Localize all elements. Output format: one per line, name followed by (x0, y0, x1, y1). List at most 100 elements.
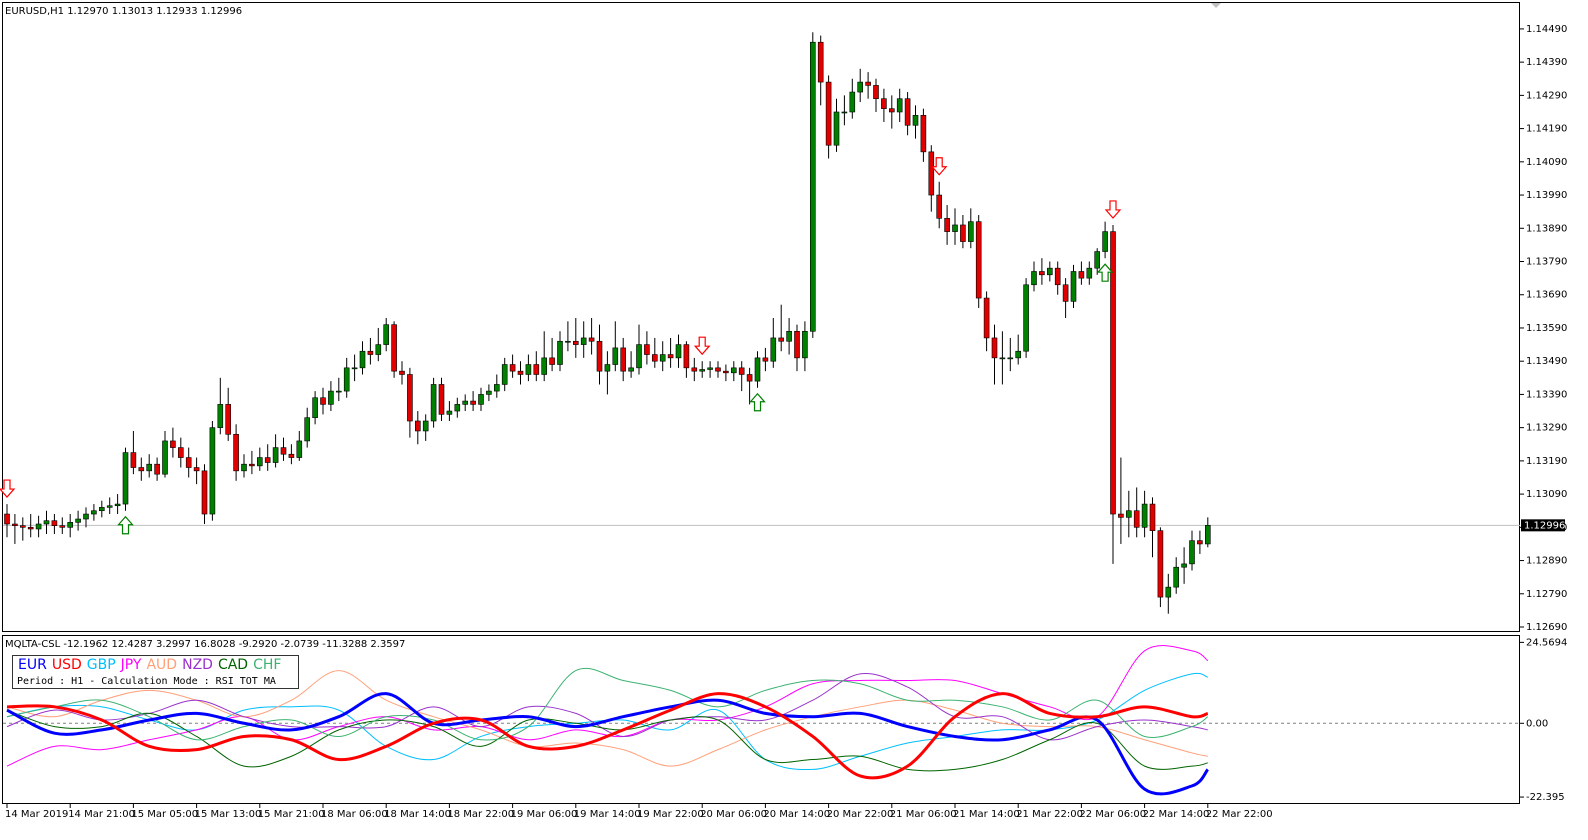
candle-body (1118, 513, 1124, 518)
candle-body (746, 374, 753, 382)
candle-body (1165, 586, 1172, 598)
candle-body (1133, 510, 1140, 528)
y-tick-label: 1.14190 (1526, 124, 1567, 135)
strength-line (6, 692, 1210, 796)
x-tick-label: 19 Mar 22:00 (637, 809, 704, 820)
candle-body (794, 330, 800, 359)
x-tick-label: 21 Mar 14:00 (953, 809, 1020, 820)
candle-body (999, 357, 1006, 360)
chart-header: EURUSD,H1 1.12970 1.13013 1.12933 1.1299… (5, 6, 242, 17)
candle-body (628, 367, 634, 372)
candle-body (1062, 284, 1069, 302)
signal-arrow (930, 157, 948, 176)
candle-body (367, 350, 374, 355)
candle-body (438, 384, 445, 415)
y-tick-label: 1.13690 (1526, 290, 1567, 301)
candle-body (407, 374, 413, 422)
candle-body (707, 367, 713, 370)
candle-body (83, 513, 89, 520)
candle-body (138, 467, 145, 472)
y-tick-label: 1.12690 (1526, 622, 1567, 633)
candle-body (430, 384, 437, 422)
indicator-legend-box (12, 655, 299, 689)
candle-body (1205, 525, 1211, 545)
candle-body (904, 98, 911, 126)
candle-body (12, 523, 18, 526)
candle-body (19, 525, 26, 528)
candle-body (454, 404, 461, 412)
strength-line (6, 670, 1208, 767)
x-tick-label: 15 Mar 05:00 (131, 809, 198, 820)
x-tick-label: 20 Mar 06:00 (700, 809, 767, 820)
candle-body (541, 357, 548, 375)
candle-body (659, 354, 666, 362)
legend-entry: GBP (87, 657, 116, 673)
y-tick-label: 24.5694 (1526, 637, 1567, 648)
candle-body (754, 357, 761, 382)
candle-body (1015, 350, 1022, 359)
candle-body (486, 390, 492, 395)
x-tick-label: 20 Mar 14:00 (763, 809, 830, 820)
x-tick-label: 21 Mar 22:00 (1016, 809, 1083, 820)
candle-body (723, 370, 729, 374)
price-label-box (1521, 519, 1565, 532)
x-tick-label: 15 Mar 13:00 (195, 809, 262, 820)
candle-body (1149, 503, 1156, 531)
candle-body (952, 224, 958, 232)
x-tick-label: 22 Mar 06:00 (1079, 809, 1146, 820)
candle-body (422, 420, 429, 432)
candle-body (825, 81, 832, 146)
x-tick-label: 18 Mar 06:00 (321, 809, 388, 820)
x-tick-label: 22 Mar 22:00 (1206, 809, 1273, 820)
candle-body (1007, 357, 1014, 360)
candle-body (833, 111, 840, 146)
candle-body (1157, 530, 1164, 598)
candle-body (1039, 271, 1045, 276)
candle-body (414, 420, 421, 432)
candle-body (1086, 267, 1093, 279)
candle-body (944, 218, 950, 232)
candle-body (328, 390, 334, 405)
candle-body (572, 340, 579, 345)
candle-body (975, 221, 982, 299)
candle-body (304, 417, 311, 442)
candle-body (604, 364, 611, 372)
x-tick-label: 21 Mar 06:00 (890, 809, 957, 820)
candle-body (517, 370, 524, 375)
candle-body (446, 410, 453, 415)
candle-body (288, 453, 295, 458)
candle-body (178, 447, 184, 458)
candle-body (636, 344, 642, 369)
candle-body (114, 503, 121, 507)
candle-body (106, 505, 113, 508)
candle-body (580, 337, 587, 345)
signal-arrow (0, 479, 16, 498)
candle-body (391, 324, 397, 372)
candle-body (351, 367, 358, 370)
indicator-pane (2, 635, 1520, 804)
candle-body (91, 510, 97, 515)
x-tick-label: 14 Mar 2019 (5, 809, 68, 820)
candle-body (912, 115, 919, 126)
x-tick-label: 18 Mar 22:00 (447, 809, 514, 820)
candle-body (217, 404, 224, 428)
candle-body (596, 340, 603, 372)
candle-body (241, 463, 247, 472)
candle-body (280, 447, 287, 455)
candle-body (122, 452, 129, 505)
candle-body (264, 457, 271, 463)
candle-body (272, 447, 279, 463)
y-tick-label: 1.13390 (1526, 389, 1567, 400)
candle-body (375, 344, 382, 355)
candle-body (896, 98, 903, 113)
legend-entry: NZD (182, 657, 213, 673)
legend-entry: AUD (146, 657, 177, 673)
candle-body (59, 525, 66, 528)
candle-body (817, 41, 824, 83)
candle-body (312, 397, 318, 418)
candle-body (1078, 271, 1085, 279)
candle-body (675, 344, 682, 359)
strength-line (6, 673, 1208, 741)
